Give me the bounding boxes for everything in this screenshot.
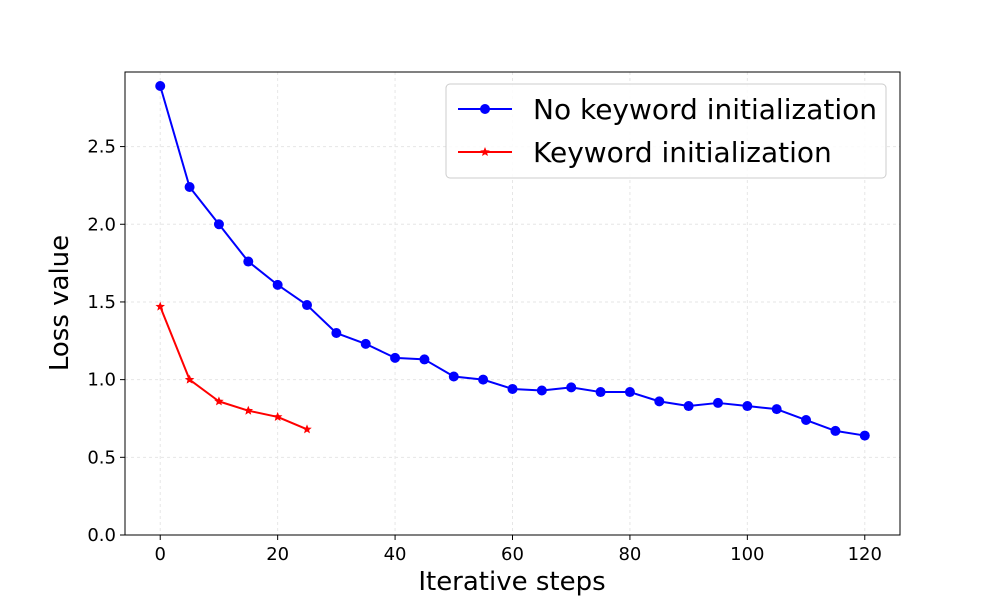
data-point — [536, 385, 547, 396]
data-point — [830, 425, 841, 436]
data-point — [566, 382, 577, 393]
y-tick-label: 1.5 — [87, 292, 116, 313]
data-point — [272, 279, 283, 290]
series-1 — [155, 301, 312, 434]
x-tick-label: 20 — [266, 544, 289, 565]
legend-marker-no-keyword — [480, 104, 490, 114]
series-0 — [155, 80, 870, 441]
y-axis-ticks: 0.0 0.5 1.0 1.5 2.0 2.5 — [87, 137, 125, 546]
data-point — [302, 424, 312, 434]
x-tick-label: 100 — [730, 544, 764, 565]
x-axis-ticks: 0 20 40 60 80 100 120 — [155, 535, 882, 565]
data-point — [302, 300, 313, 311]
data-point — [654, 396, 665, 407]
series-layer — [155, 80, 870, 441]
data-point — [243, 256, 254, 267]
data-point — [184, 181, 195, 192]
data-point — [331, 328, 342, 339]
data-point — [507, 383, 518, 394]
series-line — [159, 306, 308, 431]
data-point — [801, 415, 812, 426]
data-point — [155, 301, 165, 311]
data-point — [419, 354, 430, 365]
legend-box — [445, 83, 887, 179]
data-point — [243, 405, 254, 415]
data-point — [683, 401, 694, 412]
data-point — [742, 401, 753, 412]
data-point — [213, 219, 224, 230]
legend: No keyword initialization Keyword initia… — [445, 83, 887, 179]
data-point — [155, 80, 166, 91]
y-tick-label: 2.0 — [87, 214, 116, 235]
y-tick-label: 0.5 — [87, 447, 116, 468]
data-point — [595, 387, 606, 398]
data-point — [478, 374, 489, 385]
data-point — [272, 411, 283, 421]
data-point — [360, 338, 371, 349]
y-tick-label: 0.0 — [87, 525, 116, 546]
grid — [125, 72, 900, 536]
data-point — [448, 371, 459, 382]
data-point — [184, 374, 195, 384]
legend-label-no-keyword: No keyword initialization — [533, 93, 877, 126]
data-point — [624, 387, 635, 398]
x-tick-label: 60 — [501, 544, 524, 565]
data-point — [390, 352, 401, 363]
x-tick-label: 80 — [618, 544, 641, 565]
data-point — [712, 397, 723, 408]
data-point — [771, 404, 782, 415]
data-point — [859, 430, 870, 441]
data-point — [214, 396, 224, 406]
x-axis-label: Iterative steps — [418, 567, 605, 597]
x-tick-label: 40 — [384, 544, 407, 565]
y-tick-label: 1.0 — [87, 370, 116, 391]
x-tick-label: 0 — [155, 544, 166, 565]
x-tick-label: 120 — [848, 544, 882, 565]
legend-label-keyword: Keyword initialization — [533, 136, 832, 169]
y-tick-label: 2.5 — [87, 137, 116, 158]
legend-marker-keyword — [480, 147, 490, 157]
y-axis-label: Loss value — [45, 235, 75, 371]
